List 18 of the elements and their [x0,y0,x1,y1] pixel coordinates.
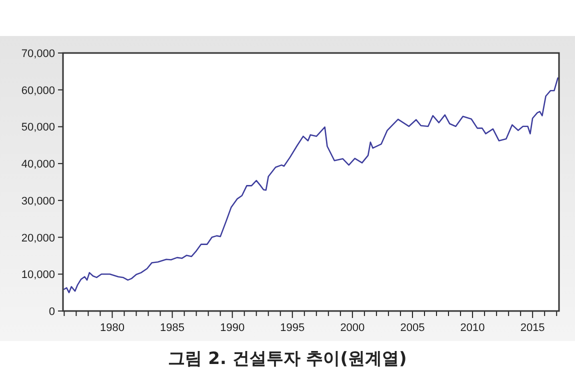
x-tick-label: 1990 [220,322,245,334]
x-tick-label: 1980 [100,322,124,334]
y-tick-label: 20,000 [21,232,55,244]
y-tick-label: 60,000 [21,84,55,97]
text: 그림 2. 건설투자 추이(원계열) [168,349,407,369]
x-tick-label: 2000 [340,322,365,334]
y-tick-label: 30,000 [21,195,55,208]
x-tick-label: 2010 [460,322,485,334]
y-tick-label: 10,000 [21,269,55,282]
y-tick-label: 40,000 [21,158,55,171]
y-tick-label: 0 [48,306,55,318]
y-tick-label: 50,000 [21,122,55,134]
x-tick-label: 2005 [400,322,425,334]
x-tick-label: 2015 [520,322,545,334]
x-tick-label: 1985 [160,322,185,334]
line-series [64,77,558,294]
y-tick-label: 70,000 [21,48,55,60]
x-tick-label: 1995 [280,322,305,334]
